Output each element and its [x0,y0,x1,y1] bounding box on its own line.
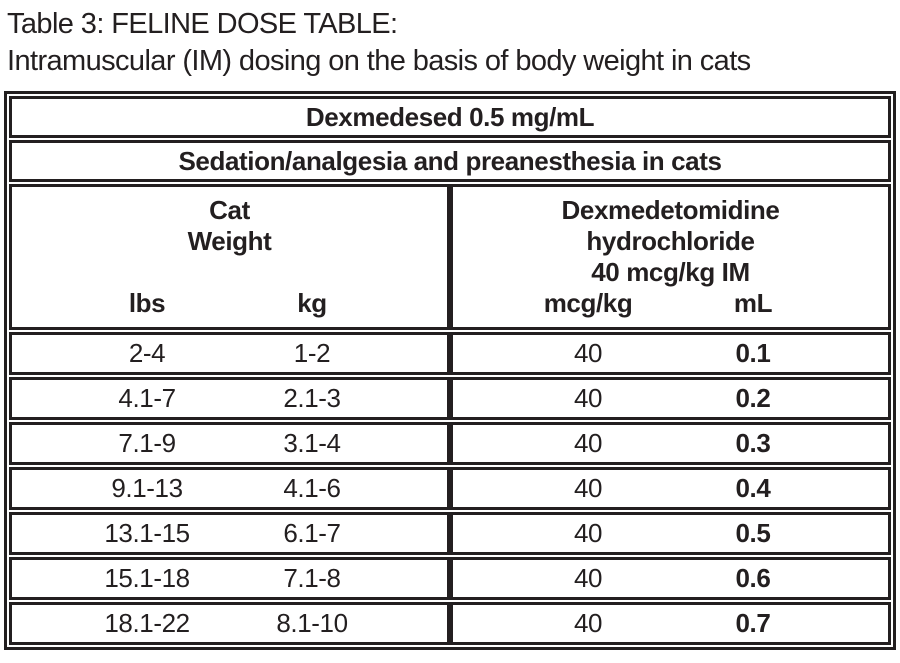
dose-cell: 40 0.2 [450,380,888,417]
weight-cell: 4.1-7 2.1-3 [12,380,450,417]
weight-cell: 15.1-18 7.1-8 [12,560,450,597]
table-row: 18.1-22 8.1-10 40 0.7 [9,602,891,645]
kg-value: 3.1-4 [283,428,341,458]
mcgkg-value: 40 [573,338,603,368]
weight-cell: 9.1-13 4.1-6 [12,470,450,507]
ml-value: 0.3 [735,428,771,458]
dose-subcolumn-headers: mcg/kg mL [506,288,836,319]
lbs-value: 9.1-13 [111,473,183,503]
lbs-value: 13.1-15 [104,518,190,548]
table-row: 7.1-9 3.1-4 40 0.3 [9,422,891,465]
dose-cell: 40 0.7 [450,605,888,642]
col-header-ml: mL [733,288,773,318]
table-row: 13.1-15 6.1-7 40 0.5 [9,512,891,555]
dose-label: Dexmedetomidine hydrochloride 40 mcg/kg … [506,195,836,288]
ml-value: 0.6 [735,563,771,593]
cat-weight-label-line1: Cat [209,195,250,225]
weight-cell: 13.1-15 6.1-7 [12,515,450,552]
cat-weight-label-line2: Weight [187,226,272,256]
kg-value: 1-2 [293,338,331,368]
table-caption-line2: Intramuscular (IM) dosing on the basis o… [7,45,751,77]
table-caption-line1: Table 3: FELINE DOSE TABLE: [7,8,398,40]
weight-cell: 7.1-9 3.1-4 [12,425,450,462]
dose-cell: 40 0.3 [450,425,888,462]
mcgkg-value: 40 [573,383,603,413]
ml-value: 0.2 [735,383,771,413]
lbs-value: 2-4 [128,338,166,368]
ml-value: 0.7 [735,608,771,638]
kg-value: 2.1-3 [283,383,341,413]
cat-weight-label: Cat Weight [65,195,395,257]
feline-dose-table: Dexmedesed 0.5 mg/mL Sedation/analgesia … [4,91,896,650]
mcgkg-value: 40 [573,518,603,548]
weight-cell: 2-4 1-2 [12,335,450,372]
kg-value: 6.1-7 [283,518,341,548]
col-header-lbs: lbs [128,288,166,318]
mcgkg-value: 40 [573,563,603,593]
dose-header-group: Dexmedetomidine hydrochloride 40 mcg/kg … [450,187,888,327]
product-strength-header: Dexmedesed 0.5 mg/mL [9,96,891,138]
dose-cell: 40 0.6 [450,560,888,597]
lbs-value: 18.1-22 [104,608,190,638]
mcgkg-value: 40 [573,473,603,503]
table-row: 15.1-18 7.1-8 40 0.6 [9,557,891,600]
table-row: 9.1-13 4.1-6 40 0.4 [9,467,891,510]
dose-label-line1: Dexmedetomidine [561,195,780,225]
mcgkg-value: 40 [573,428,603,458]
lbs-value: 15.1-18 [104,563,190,593]
kg-value: 4.1-6 [283,473,341,503]
table-caption: Table 3: FELINE DOSE TABLE: Intramuscula… [7,6,896,80]
kg-value: 8.1-10 [276,608,348,638]
dose-cell: 40 0.1 [450,335,888,372]
indication-text: Sedation/analgesia and preanesthesia in … [178,145,722,176]
kg-value: 7.1-8 [283,563,341,593]
table-row: 2-4 1-2 40 0.1 [9,332,891,375]
dose-label-line3: 40 mcg/kg IM [591,257,750,287]
col-header-mcgkg: mcg/kg [543,288,633,318]
table-row: 4.1-7 2.1-3 40 0.2 [9,377,891,420]
lbs-value: 4.1-7 [118,383,176,413]
weight-subcolumn-headers: lbs kg [65,288,395,319]
weight-cell: 18.1-22 8.1-10 [12,605,450,642]
dose-cell: 40 0.5 [450,515,888,552]
lbs-value: 7.1-9 [118,428,176,458]
cat-weight-header-group: Cat Weight lbs kg [12,187,450,327]
dose-label-line2: hydrochloride [586,226,755,256]
indication-header: Sedation/analgesia and preanesthesia in … [9,140,891,182]
ml-value: 0.5 [735,518,771,548]
mcgkg-value: 40 [573,608,603,638]
column-header-row: Cat Weight lbs kg Dexmedetomidine hydroc… [9,184,891,330]
product-strength-text: Dexmedesed 0.5 mg/mL [305,101,595,132]
col-header-kg: kg [297,288,327,318]
ml-value: 0.1 [735,338,771,368]
ml-value: 0.4 [735,473,771,503]
dose-cell: 40 0.4 [450,470,888,507]
header-spacer [65,257,395,288]
